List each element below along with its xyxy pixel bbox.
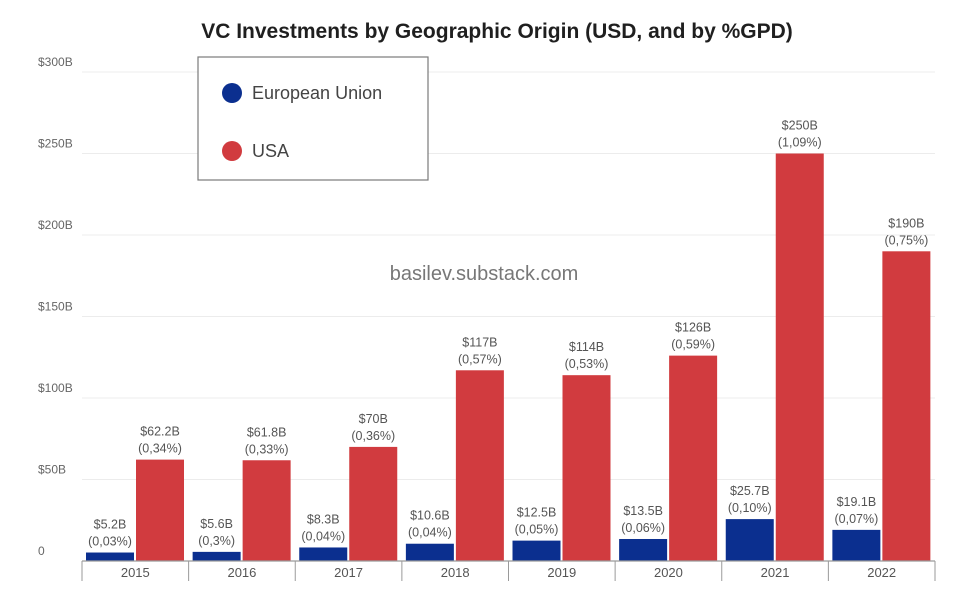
data-label-percent: (0,04%)	[301, 529, 345, 543]
x-tick-label: 2018	[441, 565, 470, 580]
x-tick-label: 2021	[761, 565, 790, 580]
data-label-value: $13.5B	[623, 504, 663, 518]
y-tick-label: $250B	[38, 137, 73, 151]
data-label-value: $126B	[675, 321, 711, 335]
bar-usa-2019	[562, 375, 611, 561]
data-label-percent: (0,3%)	[198, 534, 235, 548]
y-tick-label: $100B	[38, 381, 73, 395]
data-label-percent: (0,07%)	[834, 512, 878, 526]
y-tick-label: $200B	[38, 218, 73, 232]
data-label-value: $117B	[462, 335, 497, 349]
bar-european-union-2020	[619, 538, 668, 561]
data-label-percent: (0,34%)	[138, 442, 182, 456]
bar-usa-2016	[242, 460, 291, 561]
data-label-value: $61.8B	[247, 425, 287, 439]
data-label-percent: (0,59%)	[671, 338, 715, 352]
data-label-percent: (0,06%)	[621, 521, 665, 535]
legend-swatch-usa	[222, 141, 242, 161]
bar-european-union-2016	[192, 551, 241, 561]
data-labels: $5.2B (0,03%) $62.2B (0,34%) $5.6B (0,3%) $61.…	[88, 119, 928, 549]
data-label-percent: (0,75%)	[884, 233, 928, 247]
bar-european-union-2017	[299, 547, 348, 561]
y-tick-label: 0	[38, 544, 45, 558]
legend: European Union USA	[197, 56, 429, 181]
bar-european-union-2021	[725, 519, 774, 561]
bar-european-union-2019	[512, 540, 561, 561]
bar-usa-2018	[455, 370, 504, 561]
chart-title: VC Investments by Geographic Origin (USD…	[201, 20, 793, 43]
data-label-percent: (0,03%)	[88, 535, 132, 549]
data-label-percent: (1,09%)	[778, 136, 822, 150]
data-label-value: $12.5B	[517, 506, 557, 520]
bar-european-union-2015	[86, 552, 134, 561]
y-tick-label: $50B	[38, 463, 66, 477]
data-label-value: $19.1B	[837, 495, 877, 509]
x-tick-label: 2016	[227, 565, 256, 580]
data-label-value: $10.6B	[410, 509, 450, 523]
data-label-value: $5.6B	[200, 517, 233, 531]
x-axis-ticks: 2015 2016 2017 2018 2019 2020 2021 2022	[121, 565, 896, 580]
legend-box	[197, 56, 429, 181]
bar-usa-2017	[349, 446, 398, 561]
data-label-value: $114B	[569, 340, 604, 354]
x-tick-label: 2015	[121, 565, 150, 580]
data-label-percent: (0,10%)	[728, 501, 772, 515]
bar-usa-2022	[882, 251, 931, 562]
data-label-value: $250B	[782, 119, 818, 133]
data-label-percent: (0,53%)	[565, 357, 609, 371]
legend-label-european-union: European Union	[252, 83, 382, 103]
x-tick-label: 2022	[867, 565, 896, 580]
bar-usa-2015	[136, 459, 184, 561]
data-label-value: $190B	[888, 216, 924, 230]
bar-usa-2020	[669, 355, 718, 561]
bar-european-union-2018	[405, 543, 454, 561]
legend-label-usa: USA	[252, 141, 289, 161]
data-label-value: $8.3B	[307, 512, 340, 526]
data-label-value: $70B	[359, 412, 388, 426]
data-label-percent: (0,05%)	[515, 523, 559, 537]
data-label-percent: (0,33%)	[245, 442, 289, 456]
data-label-value: $25.7B	[730, 484, 770, 498]
data-label-percent: (0,57%)	[458, 352, 502, 366]
x-tick-label: 2017	[334, 565, 363, 580]
y-axis-ticks: 0 $50B $100B $150B $200B $250B $300B	[38, 55, 73, 558]
x-tick-label: 2020	[654, 565, 683, 580]
bar-usa-2021	[775, 153, 824, 561]
bar-european-union-2022	[832, 529, 881, 561]
data-label-value: $62.2B	[140, 425, 180, 439]
y-tick-label: $300B	[38, 55, 73, 69]
legend-swatch-european-union	[222, 83, 242, 103]
data-label-percent: (0,36%)	[351, 429, 395, 443]
y-tick-label: $150B	[38, 300, 73, 314]
x-axis	[81, 560, 936, 581]
x-tick-label: 2019	[547, 565, 576, 580]
bars	[86, 153, 931, 562]
data-label-percent: (0,04%)	[408, 526, 452, 540]
data-label-value: $5.2B	[94, 518, 127, 532]
watermark-text: basilev.substack.com	[390, 263, 579, 285]
